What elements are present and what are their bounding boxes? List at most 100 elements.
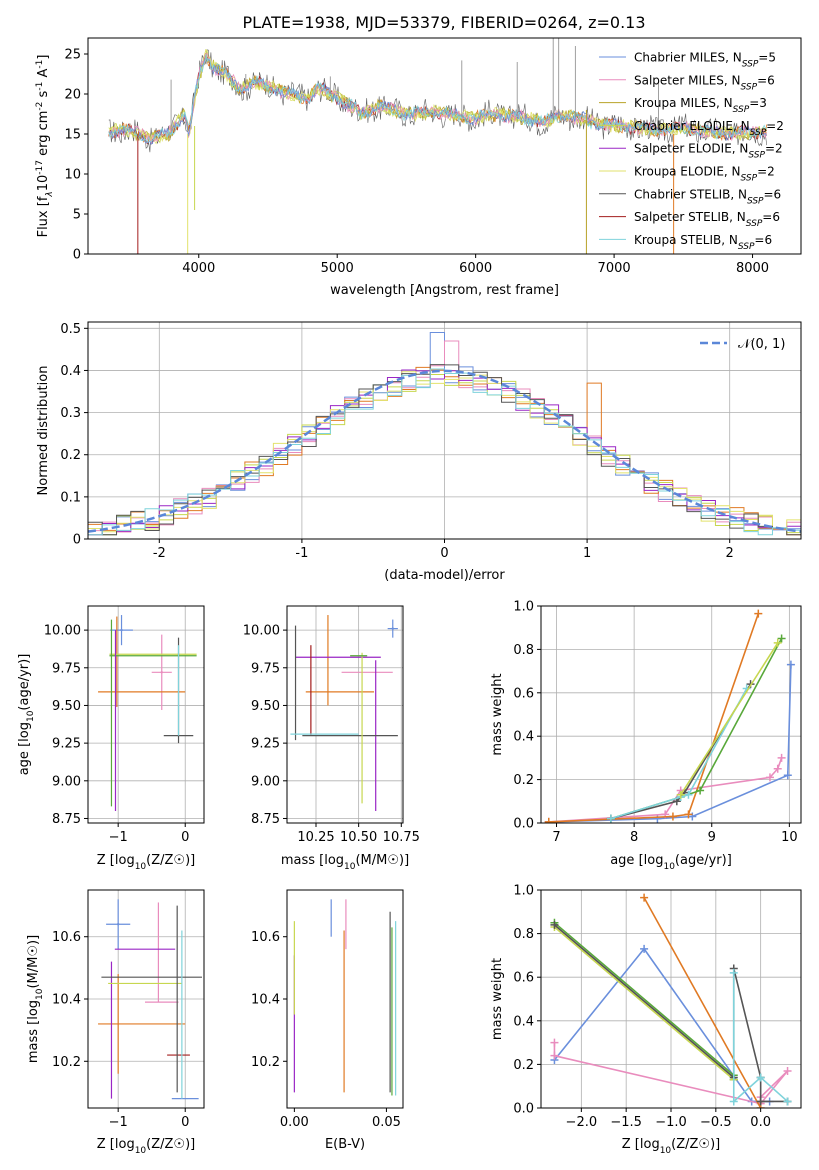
label-part: =3 — [749, 96, 767, 110]
y-tick-label: 0.0 — [513, 817, 534, 832]
spectrum-line — [108, 54, 767, 144]
x-tick-label: -2 — [153, 546, 166, 561]
plus-marker — [550, 1051, 559, 1060]
y-axis-label: mass [log10(M/M☉)] — [26, 935, 45, 1063]
label-part: -2 — [35, 102, 45, 111]
label-part: SSP — [733, 105, 750, 115]
y-tick-label: 9.00 — [251, 774, 280, 789]
spectrum-line — [108, 53, 768, 145]
x-axis-label: Z [log10(Z/Z☉)] — [97, 1137, 195, 1156]
plot-area — [293, 899, 397, 1096]
label-part: λ — [45, 191, 55, 197]
label-part: Salpeter STELIB, N — [634, 210, 746, 224]
plus-marker — [756, 1073, 765, 1082]
label-part: -17 — [35, 160, 45, 175]
y-tick-label: 9.25 — [52, 737, 81, 752]
label-part: =2 — [757, 165, 775, 179]
label-part: SSP — [738, 242, 755, 252]
x-tick-label: 0.0 — [750, 1115, 771, 1130]
weight-line — [610, 638, 783, 820]
label-part: (Z/Z☉)] — [671, 1137, 720, 1152]
y-tick-label: 0.3 — [60, 406, 81, 421]
histogram-step — [88, 371, 801, 533]
y-tick-label: 0.8 — [513, 927, 534, 942]
weight-line — [610, 688, 748, 820]
plot-area — [98, 615, 197, 811]
panel-EBV-mass: 0.00 0.05 10.2 10.4 10.6 — [251, 889, 404, 1130]
plot-area — [544, 609, 795, 823]
plus-marker — [606, 814, 615, 823]
plus-marker — [729, 1097, 738, 1106]
label-part: mass [log — [26, 1000, 41, 1063]
y-tick-label: 8.75 — [52, 812, 81, 827]
x-tick-label: −1 — [109, 1115, 128, 1130]
y-tick-label: 0.4 — [513, 730, 534, 745]
x-tick-label: 8000 — [736, 261, 769, 276]
y-tick-label: 10.2 — [251, 1055, 280, 1070]
label-part: (age/yr)] — [675, 853, 732, 868]
axes-frame — [286, 605, 404, 824]
plus-marker — [684, 790, 693, 799]
label-part: 10 — [135, 1146, 147, 1156]
errorbar-center — [391, 627, 394, 630]
axes-frame — [87, 605, 205, 824]
y-tick-label: 9.00 — [52, 774, 81, 789]
legend-label: Chabrier STELIB, NSSP=6 — [634, 187, 781, 206]
x-tick-label: 7 — [552, 830, 560, 845]
plus-marker — [550, 920, 559, 929]
label-part: erg cm — [36, 111, 51, 160]
legend-label: Salpeter ELODIE, NSSP=2 — [634, 142, 783, 161]
plus-marker — [550, 1038, 559, 1047]
plus-marker — [756, 1097, 765, 1106]
label-part: 10 — [135, 862, 147, 872]
y-tick-label: 0.4 — [513, 1014, 534, 1029]
x-tick-label: 0.00 — [280, 1115, 309, 1130]
label-part: Chabrier MILES, N — [634, 51, 742, 65]
y-tick-label: 0.1 — [60, 490, 81, 505]
label-part: SSP — [741, 174, 758, 184]
plus-marker — [777, 634, 786, 643]
plot-area — [88, 332, 801, 536]
plus-marker — [773, 638, 782, 647]
label-part: Salpeter MILES, N — [634, 73, 741, 87]
figure-title: PLATE=1938, MJD=53379, FIBERID=0264, z=0… — [242, 13, 645, 32]
legend-label: Kroupa MILES, NSSP=3 — [634, 96, 767, 115]
x-tick-label: 5000 — [321, 261, 354, 276]
y-tick-label: 5 — [73, 208, 81, 223]
label-part: -1 — [35, 82, 45, 91]
label-part: Z [log — [97, 1137, 135, 1152]
plus-marker — [783, 771, 792, 780]
label-part: 10 — [344, 862, 356, 872]
label-part: ] — [36, 55, 51, 60]
label-part: (Z/Z☉)] — [146, 1137, 195, 1152]
axes-frame — [540, 605, 802, 824]
plus-marker — [777, 753, 786, 762]
label-part: Chabrier STELIB, N — [634, 187, 747, 201]
errorbar-center — [160, 671, 163, 674]
label-part: 10 — [660, 1146, 672, 1156]
panel-Z-age: −1 0 8.75 9.00 9.25 9.50 9.75 10.00 — [44, 605, 205, 845]
plus-marker — [786, 660, 795, 669]
plot-area — [108, 38, 768, 254]
x-tick-label: 2 — [726, 546, 734, 561]
label-part: (age/yr)] — [17, 654, 32, 711]
panel-mass-age: 10.25 10.50 10.75 8.75 9.00 9.25 9.50 9.75 10.00 — [243, 605, 420, 845]
x-tick-label: −1 — [109, 830, 128, 845]
x-tick-label: −0.5 — [700, 1115, 732, 1130]
weight-line — [643, 897, 762, 1108]
x-tick-label: 0 — [181, 830, 189, 845]
weight-line — [553, 947, 770, 1103]
y-tick-label: 10.6 — [251, 930, 280, 945]
axes-frame — [87, 37, 802, 255]
y-tick-label: 0.2 — [60, 448, 81, 463]
y-tick-label: 1.0 — [513, 600, 534, 615]
y-tick-label: 10.00 — [243, 624, 280, 639]
legend-label: 𝒩(0, 1) — [738, 337, 785, 352]
label-part: =6 — [762, 210, 780, 224]
histogram-step — [88, 369, 801, 536]
panel-residuals: -2 -1 0 1 2 0 0.1 0.2 0.3 0.4 0.5 — [60, 321, 802, 561]
errorbar-center — [120, 628, 123, 632]
y-axis-label: mass weight — [490, 673, 505, 755]
legend-label: Kroupa STELIB, NSSP=6 — [634, 233, 772, 252]
